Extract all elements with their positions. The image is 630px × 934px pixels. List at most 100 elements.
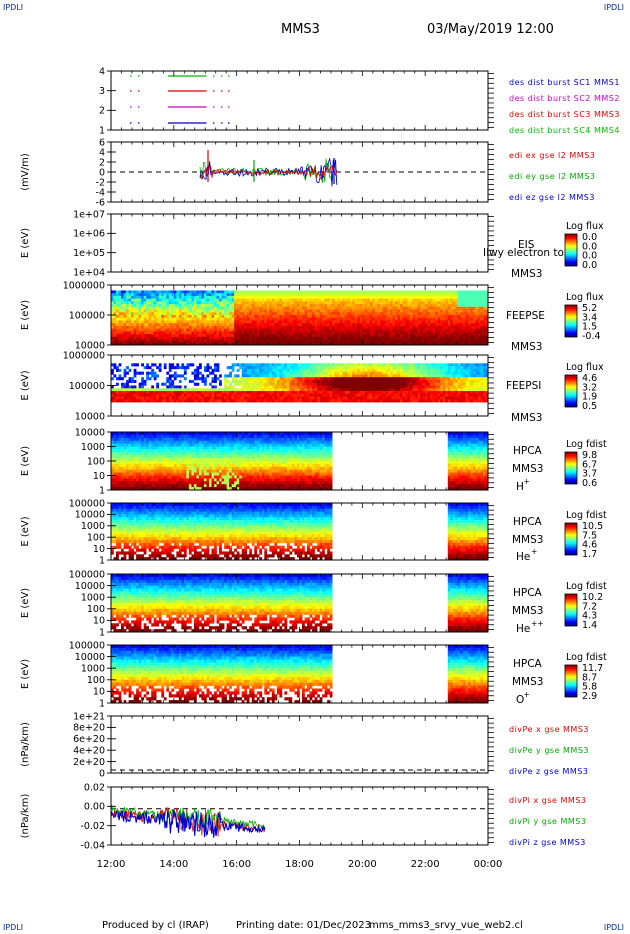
- heatmap-cell: [203, 391, 207, 395]
- heatmap-cell: [455, 366, 459, 370]
- heatmap-cell: [450, 328, 454, 332]
- heatmap-cell: [239, 320, 242, 324]
- heatmap-cell: [442, 393, 446, 397]
- heatmap-cell: [291, 391, 295, 395]
- heatmap-cell: [141, 399, 144, 403]
- heatmap-cell: [113, 437, 117, 441]
- heatmap-cell: [176, 374, 180, 378]
- heatmap-cell: [216, 366, 220, 370]
- heatmap-cell: [166, 306, 170, 310]
- heatmap-cell: [111, 306, 114, 310]
- heatmap-cell: [214, 323, 217, 327]
- heatmap-cell: [299, 374, 303, 378]
- heatmap-cell: [319, 391, 323, 395]
- heatmap-cell: [241, 315, 245, 319]
- heatmap-cell: [322, 309, 325, 313]
- heatmap-cell: [231, 306, 235, 310]
- heatmap-cell: [427, 334, 431, 338]
- heatmap-cell: [279, 328, 283, 332]
- heatmap-cell: [123, 368, 127, 372]
- heatmap-cell: [151, 317, 155, 321]
- heatmap-cell: [457, 293, 461, 297]
- heatmap-cell: [435, 290, 439, 294]
- heatmap-cell: [239, 301, 242, 305]
- heatmap-cell: [251, 304, 255, 308]
- heatmap-cell: [319, 339, 323, 343]
- heatmap-cell: [266, 290, 270, 294]
- heatmap-cell: [384, 363, 388, 367]
- heatmap-cell: [181, 325, 185, 329]
- heatmap-cell: [410, 399, 413, 403]
- heatmap-cell: [244, 290, 248, 294]
- heatmap-cell: [214, 377, 217, 381]
- heatmap-cell: [359, 396, 363, 400]
- heatmap-cell: [452, 293, 456, 297]
- heatmap-cell: [246, 312, 250, 316]
- heatmap-cell: [384, 304, 388, 308]
- heatmap-cell: [420, 298, 423, 302]
- heatmap-cell: [276, 312, 280, 316]
- heatmap-cell: [427, 295, 431, 299]
- heatmap-cell: [256, 366, 260, 370]
- heatmap-cell: [133, 342, 137, 346]
- heatmap-cell: [231, 290, 235, 294]
- heatmap-cell: [158, 396, 162, 400]
- heatmap-cell: [166, 309, 170, 313]
- heatmap-cell: [364, 334, 368, 338]
- heatmap-cell: [214, 331, 217, 335]
- heatmap-cell: [156, 320, 160, 324]
- heatmap-cell: [322, 323, 325, 327]
- heatmap-cell: [319, 399, 323, 403]
- heatmap-cell: [256, 315, 260, 319]
- heatmap-cell: [317, 399, 320, 403]
- heatmap-cell: [176, 396, 180, 400]
- heatmap-cell: [141, 295, 144, 299]
- heatmap-cell: [347, 306, 351, 310]
- heatmap-cell: [171, 290, 175, 294]
- heatmap-cell: [241, 399, 245, 403]
- heatmap-cell: [452, 295, 456, 299]
- heatmap-cell: [367, 374, 371, 378]
- heatmap-cell: [118, 437, 122, 441]
- heatmap-cell: [224, 295, 227, 299]
- heatmap-cell: [354, 312, 358, 316]
- heatmap-cell: [420, 371, 423, 375]
- heatmap-cell: [153, 339, 157, 343]
- heatmap-cell: [284, 306, 288, 310]
- heatmap-cell: [266, 334, 270, 338]
- heatmap-cell: [118, 368, 122, 372]
- heatmap-cell: [354, 396, 358, 400]
- heatmap-cell: [241, 382, 245, 386]
- heatmap-cell: [337, 393, 341, 397]
- heatmap-cell: [347, 334, 351, 338]
- heatmap-cell: [317, 336, 320, 340]
- heatmap-cell: [294, 328, 298, 332]
- heatmap-cell: [138, 336, 142, 340]
- heatmap-cell: [178, 312, 182, 316]
- heatmap-cell: [377, 339, 381, 343]
- heatmap-cell: [256, 317, 260, 321]
- heatmap-cell: [256, 379, 260, 384]
- heatmap-cell: [367, 399, 371, 403]
- heatmap-cell: [364, 328, 368, 332]
- heatmap-cell: [329, 391, 333, 395]
- heatmap-cell: [148, 290, 152, 294]
- heatmap-cell: [211, 309, 215, 313]
- heatmap-cell: [113, 449, 117, 453]
- heatmap-cell: [163, 399, 167, 403]
- heatmap-cell: [415, 320, 418, 324]
- heatmap-cell: [229, 331, 232, 335]
- heatmap-cell: [116, 366, 119, 370]
- heatmap-cell: [329, 298, 333, 302]
- heatmap-cell: [430, 334, 433, 338]
- heatmap-cell: [289, 320, 293, 324]
- heatmap-cell: [400, 320, 403, 324]
- heatmap-cell: [384, 301, 388, 305]
- heatmap-cell: [276, 295, 280, 299]
- heatmap-cell: [156, 304, 160, 308]
- heatmap-cell: [178, 298, 182, 302]
- heatmap-cell: [249, 342, 253, 346]
- heatmap-cell: [148, 391, 152, 395]
- heatmap-cell: [410, 320, 413, 324]
- heatmap-cell: [138, 323, 142, 327]
